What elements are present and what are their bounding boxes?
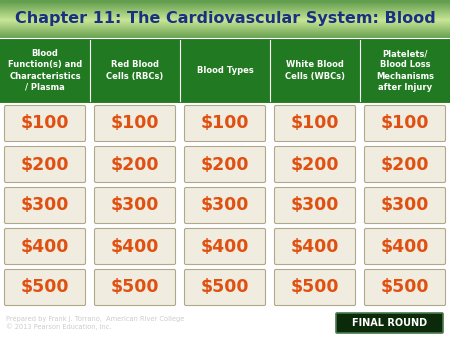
Bar (0, 13, 450, 14)
FancyBboxPatch shape (274, 269, 356, 306)
Text: Platelets/
Blood Loss
Mechanisms
after Injury: Platelets/ Blood Loss Mechanisms after I… (376, 49, 434, 92)
Text: $300: $300 (111, 196, 159, 215)
Text: $100: $100 (381, 115, 429, 132)
Bar (0, 3, 450, 4)
Bar (0, 15, 450, 16)
Text: Blood
Function(s) and
Characteristics
/ Plasma: Blood Function(s) and Characteristics / … (8, 49, 82, 92)
Bar (0, 8, 450, 9)
Bar (0, 6, 450, 7)
FancyBboxPatch shape (4, 146, 86, 183)
Bar (0, 16, 450, 17)
Bar (0, 0, 450, 1)
Bar (0, 18, 450, 19)
Text: White Blood
Cells (WBCs): White Blood Cells (WBCs) (285, 61, 345, 80)
Bar (0, 29, 450, 30)
Bar (0, 33, 450, 34)
Text: $300: $300 (291, 196, 339, 215)
Text: $400: $400 (291, 238, 339, 256)
FancyBboxPatch shape (184, 188, 266, 223)
Bar (0, 12, 450, 13)
FancyBboxPatch shape (364, 146, 446, 183)
Bar (0, 1, 450, 2)
FancyBboxPatch shape (336, 313, 443, 333)
Bar (0, 20, 450, 21)
Bar (0, 2, 450, 3)
Text: $400: $400 (201, 238, 249, 256)
Text: $400: $400 (21, 238, 69, 256)
Text: $200: $200 (21, 155, 69, 173)
Text: Prepared by Frank J. Torrano,  American River College: Prepared by Frank J. Torrano, American R… (6, 316, 184, 322)
FancyBboxPatch shape (274, 146, 356, 183)
Bar (0, 35, 450, 36)
Bar (0, 34, 450, 35)
Text: $400: $400 (111, 238, 159, 256)
Text: $500: $500 (111, 279, 159, 296)
FancyBboxPatch shape (4, 188, 86, 223)
Text: $200: $200 (111, 155, 159, 173)
FancyBboxPatch shape (364, 228, 446, 265)
Bar (0, 11, 450, 12)
Bar (0, 19, 450, 20)
FancyBboxPatch shape (4, 105, 86, 142)
FancyBboxPatch shape (94, 269, 176, 306)
Text: Chapter 11: The Cardiovascular System: Blood: Chapter 11: The Cardiovascular System: B… (14, 11, 436, 26)
Bar (0, 25, 450, 26)
FancyBboxPatch shape (274, 228, 356, 265)
FancyBboxPatch shape (94, 146, 176, 183)
Text: $500: $500 (291, 279, 339, 296)
Text: $100: $100 (201, 115, 249, 132)
Text: $100: $100 (111, 115, 159, 132)
FancyBboxPatch shape (4, 269, 86, 306)
FancyBboxPatch shape (274, 105, 356, 142)
Text: Red Blood
Cells (RBCs): Red Blood Cells (RBCs) (106, 61, 164, 80)
Text: $100: $100 (21, 115, 69, 132)
Text: $300: $300 (21, 196, 69, 215)
FancyBboxPatch shape (4, 228, 86, 265)
Bar (0, 10, 450, 11)
Text: $500: $500 (201, 279, 249, 296)
Text: $200: $200 (291, 155, 339, 173)
FancyBboxPatch shape (94, 188, 176, 223)
Text: FINAL ROUND: FINAL ROUND (352, 318, 427, 328)
Bar (0, 31, 450, 32)
Text: $200: $200 (201, 155, 249, 173)
FancyBboxPatch shape (184, 228, 266, 265)
Bar (0, 23, 450, 24)
FancyBboxPatch shape (274, 188, 356, 223)
Bar (0, 30, 450, 31)
Bar (0, 36, 450, 37)
Text: $300: $300 (381, 196, 429, 215)
Bar (0, 27, 450, 28)
Bar (0, 37, 450, 38)
FancyBboxPatch shape (94, 105, 176, 142)
FancyBboxPatch shape (364, 105, 446, 142)
Bar (0, 7, 450, 8)
Bar (0, 22, 450, 23)
Text: $500: $500 (21, 279, 69, 296)
Bar (0, 38, 450, 103)
Text: $100: $100 (291, 115, 339, 132)
Bar (0, 32, 450, 33)
Bar (0, 14, 450, 15)
Text: $300: $300 (201, 196, 249, 215)
Text: $400: $400 (381, 238, 429, 256)
Bar (0, 24, 450, 25)
FancyBboxPatch shape (184, 105, 266, 142)
Text: © 2013 Pearson Education, Inc.: © 2013 Pearson Education, Inc. (6, 324, 112, 330)
Bar (0, 9, 450, 10)
FancyBboxPatch shape (364, 269, 446, 306)
Bar (0, 21, 450, 22)
Text: $200: $200 (381, 155, 429, 173)
FancyBboxPatch shape (94, 228, 176, 265)
FancyBboxPatch shape (184, 269, 266, 306)
Text: Blood Types: Blood Types (197, 66, 253, 75)
FancyBboxPatch shape (184, 146, 266, 183)
Bar (0, 17, 450, 18)
Bar (0, 28, 450, 29)
Bar (0, 26, 450, 27)
Bar (0, 5, 450, 6)
Bar (0, 4, 450, 5)
FancyBboxPatch shape (364, 188, 446, 223)
Text: $500: $500 (381, 279, 429, 296)
